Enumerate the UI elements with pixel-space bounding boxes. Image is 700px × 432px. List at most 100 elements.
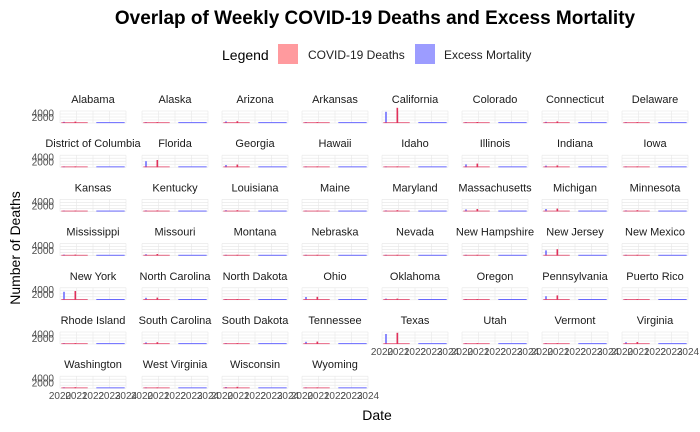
excess-baseline-mark (258, 387, 287, 389)
y-tick-label: 2000 (32, 157, 55, 168)
facet-label: Massachusetts (458, 182, 532, 194)
covid-peak-mark (556, 295, 559, 300)
excess-baseline-mark (96, 343, 125, 345)
x-tick-label: 2021 (547, 347, 570, 358)
facet-panel: Maryland (381, 182, 449, 212)
excess-baseline-mark (498, 210, 527, 212)
x-tick-label: 2024 (115, 391, 138, 402)
excess-baseline-mark (658, 122, 687, 124)
covid-baseline-mark (303, 343, 330, 345)
facet-label: Delaware (632, 94, 678, 106)
covid-baseline-mark (61, 122, 88, 124)
x-tick-label: 2021 (307, 391, 330, 402)
excess-baseline-mark (96, 299, 125, 300)
facet-label: Indiana (557, 138, 594, 150)
y-axis-label: Number of Deaths (7, 191, 23, 305)
facet-panel: Connecticut (541, 94, 609, 124)
excess-peak-mark (385, 111, 387, 123)
excess-baseline-mark (658, 210, 687, 212)
excess-baseline-mark (418, 343, 447, 345)
covid-baseline-mark (61, 299, 88, 300)
excess-baseline-mark (178, 387, 207, 389)
facet-panel: New Mexico (621, 227, 689, 256)
x-tick-label: 2021 (227, 391, 250, 402)
covid-baseline-mark (383, 166, 410, 168)
excess-baseline-mark (418, 254, 447, 256)
x-tick-label: 2024 (677, 347, 700, 358)
facet-panel: Michigan (541, 182, 609, 212)
legend-swatch-covid (278, 44, 298, 64)
facet-panel: Colorado (461, 94, 529, 124)
facet-label: New Jersey (546, 227, 604, 239)
facet-panel: North Dakota (221, 271, 289, 301)
facet-panel: Massachusetts (458, 182, 532, 212)
covid-baseline-mark (61, 387, 88, 389)
excess-baseline-mark (96, 210, 125, 212)
facet-panel: Illinois (461, 138, 529, 168)
y-tick-label: 4000 (32, 108, 55, 119)
facet-label: Washington (64, 359, 122, 371)
covid-peak-mark (156, 160, 159, 168)
excess-baseline-mark (498, 343, 527, 345)
x-tick-label: 2023 (500, 347, 523, 358)
excess-baseline-mark (498, 299, 527, 300)
excess-baseline-mark (658, 343, 687, 345)
facet-panel: Utah (461, 315, 529, 345)
x-tick-label: 2020 (291, 391, 314, 402)
facet-label: Virginia (637, 315, 674, 327)
facet-panel: Delaware (621, 94, 689, 124)
x-tick-label: 2022 (324, 391, 347, 402)
facet-label: South Carolina (139, 315, 213, 327)
excess-peak-mark (63, 291, 65, 300)
covid-baseline-mark (543, 254, 570, 256)
covid-baseline-mark (463, 343, 490, 345)
facet-panel: North Carolina (140, 271, 211, 301)
excess-baseline-mark (578, 299, 607, 300)
facet-label: Idaho (401, 138, 429, 150)
x-tick-label: 2020 (211, 391, 234, 402)
facet-label: Georgia (235, 138, 275, 150)
excess-baseline-mark (258, 343, 287, 345)
facet-label: California (392, 94, 439, 106)
covid-baseline-mark (61, 210, 88, 212)
covid-baseline-mark (143, 166, 170, 168)
covid-peak-mark (476, 209, 479, 212)
excess-peak-mark (145, 297, 147, 300)
facet-label: Texas (401, 315, 430, 327)
facet-label: Maryland (392, 182, 437, 194)
facet-panel: Kentucky (141, 182, 209, 212)
facet-label: Arizona (236, 94, 274, 106)
covid-baseline-mark (623, 210, 650, 212)
excess-baseline-mark (338, 210, 367, 212)
facet-panel: Arizona (221, 94, 289, 124)
covid-baseline-mark (223, 254, 250, 256)
excess-baseline-mark (578, 166, 607, 168)
x-tick-label: 2024 (597, 347, 620, 358)
facet-panel: Virginia (621, 315, 689, 345)
x-tick-label: 2021 (627, 347, 650, 358)
facet-panel: Puerto Rico (621, 271, 689, 301)
x-tick-label: 2023 (98, 391, 121, 402)
facet-panel: Maine (301, 182, 369, 212)
facet-label: Puerto Rico (626, 271, 683, 283)
facet-panel: South Dakota (222, 315, 289, 345)
excess-baseline-mark (338, 122, 367, 124)
x-tick-label: 2020 (531, 347, 554, 358)
excess-peak-mark (305, 341, 307, 344)
covid-baseline-mark (383, 210, 410, 212)
covid-baseline-mark (61, 166, 88, 168)
x-tick-label: 2024 (437, 347, 460, 358)
x-tick-label: 2022 (644, 347, 667, 358)
facet-label: Minnesota (630, 182, 682, 194)
facet-label: Maine (320, 182, 350, 194)
excess-baseline-mark (578, 122, 607, 124)
excess-baseline-mark (258, 210, 287, 212)
y-tick-label: 4000 (32, 197, 55, 208)
